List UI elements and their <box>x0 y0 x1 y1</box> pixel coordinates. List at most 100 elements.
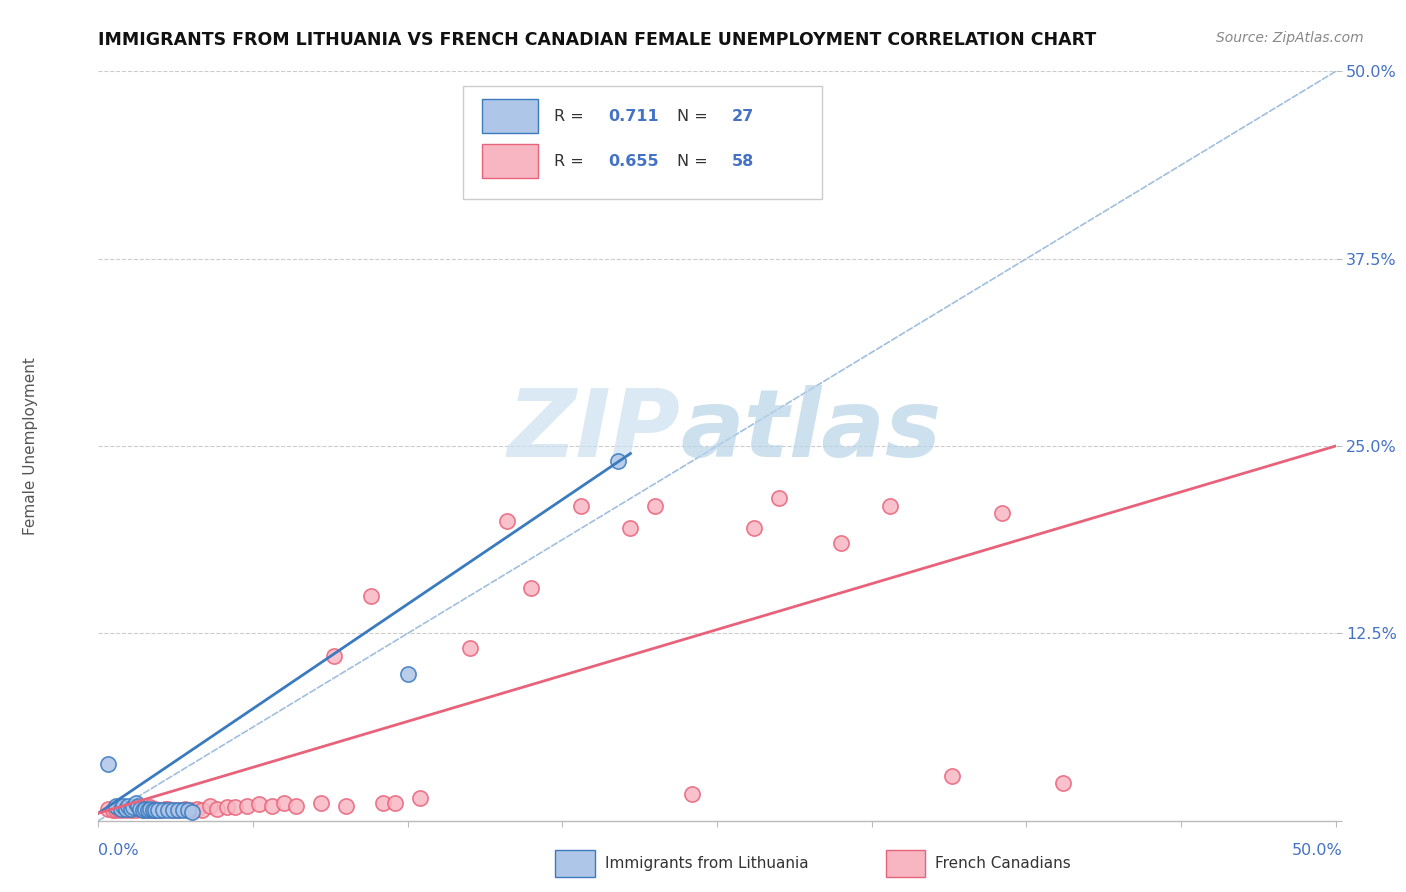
Point <box>335 798 357 813</box>
Point <box>174 802 197 816</box>
Point <box>110 802 132 816</box>
Point <box>136 803 159 817</box>
Point <box>155 802 177 816</box>
Point <box>127 800 149 814</box>
Point <box>409 791 432 805</box>
Point <box>371 796 394 810</box>
Point <box>114 803 136 817</box>
Point <box>990 507 1012 521</box>
Point <box>110 803 132 817</box>
Point <box>260 798 283 813</box>
Point <box>124 803 146 817</box>
Point <box>198 798 221 813</box>
Point <box>117 800 139 814</box>
Text: Immigrants from Lithuania: Immigrants from Lithuania <box>605 856 808 871</box>
Point <box>879 499 901 513</box>
Point <box>172 803 194 817</box>
Text: ZIP: ZIP <box>508 385 681 477</box>
Point <box>247 797 270 812</box>
Point <box>134 802 156 816</box>
Point <box>273 796 295 810</box>
Point <box>117 798 139 813</box>
Point <box>166 803 188 817</box>
FancyBboxPatch shape <box>482 99 537 133</box>
Point <box>186 802 208 816</box>
Point <box>217 800 239 814</box>
FancyBboxPatch shape <box>482 145 537 178</box>
FancyBboxPatch shape <box>464 87 823 199</box>
Point <box>191 803 214 817</box>
Point <box>127 798 149 813</box>
Text: French Canadians: French Canadians <box>935 856 1071 871</box>
Point <box>149 803 172 817</box>
Text: N =: N = <box>678 109 713 124</box>
Point <box>103 803 125 817</box>
Point <box>129 802 152 816</box>
Point <box>495 514 517 528</box>
Point <box>176 803 198 817</box>
Point <box>384 796 406 810</box>
Point <box>396 666 419 681</box>
Point <box>830 536 852 550</box>
Point <box>124 796 146 810</box>
Point <box>132 803 155 817</box>
Point <box>120 802 142 816</box>
Point <box>142 803 165 817</box>
Point <box>129 802 152 816</box>
Point <box>134 802 156 816</box>
Text: R =: R = <box>554 109 589 124</box>
Point <box>132 803 155 817</box>
Point <box>120 803 142 817</box>
Point <box>156 803 179 817</box>
Point <box>112 802 135 816</box>
Point <box>97 802 120 816</box>
Point <box>152 803 174 817</box>
Point <box>181 803 204 817</box>
Point <box>136 803 159 817</box>
Point <box>166 803 188 817</box>
Point <box>607 454 630 468</box>
Point <box>619 521 641 535</box>
Point <box>162 803 184 817</box>
Point <box>156 802 179 816</box>
Point <box>285 798 308 813</box>
Text: 0.0%: 0.0% <box>98 843 139 858</box>
Point <box>139 800 162 814</box>
Point <box>114 802 136 816</box>
Point <box>322 648 344 663</box>
Point <box>205 802 228 816</box>
Text: 0.655: 0.655 <box>609 153 659 169</box>
Point <box>224 800 246 814</box>
Text: Source: ZipAtlas.com: Source: ZipAtlas.com <box>1216 31 1364 45</box>
Text: Female Unemployment: Female Unemployment <box>24 357 38 535</box>
Point <box>122 800 145 814</box>
Text: 58: 58 <box>733 153 754 169</box>
Text: 50.0%: 50.0% <box>1292 843 1343 858</box>
Point <box>520 582 543 596</box>
Point <box>644 499 666 513</box>
Point <box>146 803 169 817</box>
Point <box>360 589 382 603</box>
Point <box>104 798 127 813</box>
Text: N =: N = <box>678 153 713 169</box>
Text: 0.711: 0.711 <box>609 109 659 124</box>
Text: R =: R = <box>554 153 589 169</box>
Text: 27: 27 <box>733 109 754 124</box>
Point <box>569 499 592 513</box>
Point <box>104 803 127 817</box>
Point <box>162 803 184 817</box>
Point <box>112 798 135 813</box>
Point <box>107 802 129 816</box>
Point <box>139 802 162 816</box>
Point <box>1052 776 1074 790</box>
Point <box>458 641 481 656</box>
Text: IMMIGRANTS FROM LITHUANIA VS FRENCH CANADIAN FEMALE UNEMPLOYMENT CORRELATION CHA: IMMIGRANTS FROM LITHUANIA VS FRENCH CANA… <box>98 31 1097 49</box>
Point <box>143 803 166 817</box>
Point <box>941 769 963 783</box>
Point <box>97 756 120 771</box>
Point <box>309 796 332 810</box>
Point <box>181 805 204 819</box>
Point <box>681 787 703 801</box>
Point <box>236 798 259 813</box>
Point <box>768 491 790 506</box>
